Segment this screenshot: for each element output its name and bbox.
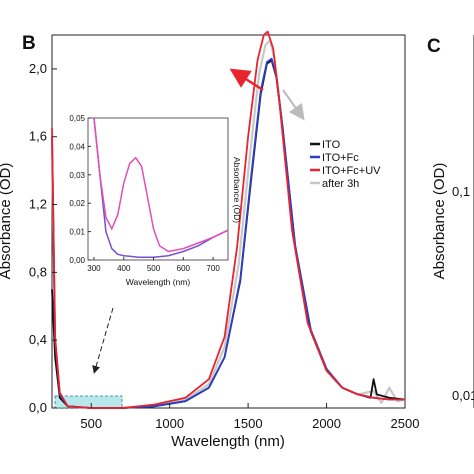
inset-series-line-peak [93, 117, 229, 253]
inset-frame [87, 117, 229, 261]
inset-y-tick-label: 0,03 [69, 171, 85, 180]
grey-shift-arrow [282, 89, 305, 121]
y-tick-label: 0,4 [29, 332, 47, 347]
inset-y-tick-label: 0,00 [69, 256, 85, 265]
panel-label-right: C [427, 36, 441, 57]
red-shift-arrow [229, 68, 264, 92]
legend-label-ito: ITO [322, 139, 341, 151]
inset-y-tick-label: 0,02 [69, 199, 85, 208]
main-plot-frame [51, 34, 406, 409]
inset-y-tick-label: 0,04 [69, 142, 85, 151]
inset-ticks-group: 300 400 500 600 700 0,00 0,01 0,02 0,03 0,04 0,05 [69, 114, 220, 273]
main-x-axis-label: Wavelength (nm) [171, 433, 285, 450]
legend-label-after-3h: after 3h [322, 178, 359, 190]
inset-y-tick-label: 0,05 [69, 114, 85, 123]
x-tick-label: 500 [80, 416, 102, 431]
y-tick-label: 1,2 [29, 197, 47, 212]
x-tick-label: 2000 [312, 416, 341, 431]
inset-x-tick-label: 400 [117, 264, 131, 273]
zoom-arrow [92, 307, 114, 374]
right-panel-tick-0: 0,1 [452, 184, 470, 199]
legend-label-ito-fc-uv: ITO+Fc+UV [322, 165, 381, 177]
inset-x-tick-label: 300 [87, 264, 101, 273]
inset-x-tick-label: 700 [206, 264, 220, 273]
main-ticks-group: 500 1000 1500 2000 2500 0,0 0,4 0,8 1,2 1,6 2,0 [29, 61, 420, 431]
y-tick-label: 0,8 [29, 264, 47, 279]
legend-label-ito-fc: ITO+Fc [322, 152, 359, 164]
inset-y-tick-label: 0,01 [69, 228, 85, 237]
inset-series-line-baseline [93, 117, 229, 258]
panel-label-left: B [22, 33, 36, 54]
x-tick-label: 1000 [155, 416, 184, 431]
inset-x-tick-label: 500 [147, 264, 161, 273]
x-tick-label: 1500 [234, 416, 263, 431]
y-tick-label: 0,0 [29, 400, 47, 415]
y-tick-label: 2,0 [29, 61, 47, 76]
y-tick-label: 1,6 [29, 129, 47, 144]
inset-x-axis-label: Wavelength (nm) [126, 277, 191, 287]
inset-series-group [93, 117, 229, 258]
right-panel-tick-1: 0,01 [452, 388, 474, 403]
main-y-axis-label: Absorbance (OD) [0, 163, 14, 280]
right-panel-y-axis-label: Absorbance (OD) [431, 163, 448, 280]
inset-y-axis-label: Absorbance (OD) [232, 157, 242, 223]
inset-x-tick-label: 600 [177, 264, 191, 273]
x-tick-label: 2500 [391, 416, 420, 431]
